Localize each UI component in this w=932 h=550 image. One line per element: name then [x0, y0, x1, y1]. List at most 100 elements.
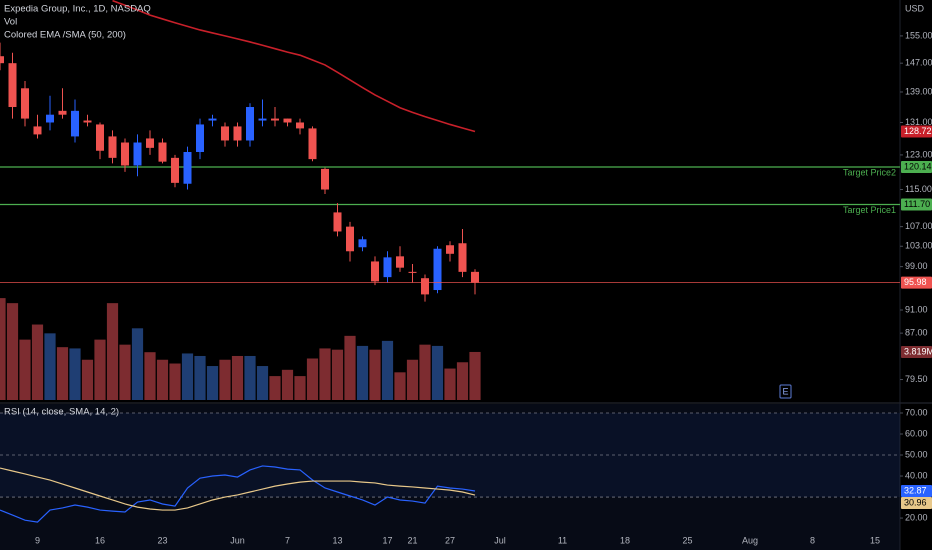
y-tick-label: 91.00: [905, 304, 928, 314]
y-tick-label: 70.00: [905, 407, 928, 417]
candle-body: [158, 142, 167, 162]
candle-body: [196, 124, 204, 152]
volume-bar: [406, 359, 419, 400]
volume-bar: [0, 298, 6, 400]
x-tick-label: 17: [382, 535, 392, 545]
earnings-box[interactable]: [779, 384, 792, 399]
candle-body: [133, 142, 142, 166]
candle-body: [346, 226, 354, 252]
x-tick-label: 16: [95, 535, 105, 545]
volume-bar: [44, 333, 56, 400]
candle-body: [433, 248, 442, 291]
volume-bar: [369, 349, 381, 400]
candle-body: [458, 243, 467, 272]
candle-body: [96, 124, 104, 151]
volume-bar: [444, 368, 456, 400]
candle-body: [358, 239, 367, 248]
candle-body: [71, 110, 79, 137]
volume-bar: [131, 328, 144, 400]
x-tick-label: 27: [445, 535, 455, 545]
x-tick-label: 13: [332, 535, 342, 545]
candle-body: [321, 168, 329, 190]
y-tick-label: 123.00: [905, 149, 932, 159]
candle-body: [46, 114, 54, 123]
volume-bar: [194, 355, 206, 400]
candle-body: [283, 118, 292, 123]
volume-bar: [356, 345, 369, 400]
candle-body: [258, 118, 267, 121]
x-tick-label: 23: [157, 535, 167, 545]
candle-body: [121, 142, 129, 166]
candle-body: [21, 88, 29, 119]
rsi-plot: [0, 412, 900, 523]
volume-bar: [469, 351, 481, 400]
candle-body: [396, 256, 404, 268]
y-tick-label: 50.00: [905, 449, 928, 459]
volume-bar: [219, 359, 231, 400]
candle-body: [246, 107, 254, 141]
candle-body: [296, 122, 304, 129]
volume-bar: [56, 347, 69, 400]
x-tick-label: 25: [682, 535, 692, 545]
indicator-legend: Colored EMA /SMA (50, 200): [4, 30, 126, 41]
volume-bar: [119, 344, 131, 400]
chart-title: Expedia Group, Inc., 1D, NASDAQ: [4, 4, 151, 15]
earnings-marker[interactable]: E: [782, 386, 788, 396]
x-tick-label: 18: [620, 535, 630, 545]
x-tick-label: 15: [870, 535, 880, 545]
target-value-box: [901, 198, 932, 211]
y-tick-label: 40.00: [905, 470, 928, 480]
y-tick-label: 20.00: [905, 512, 928, 522]
x-tick-label: 11: [558, 535, 567, 545]
x-tick-label: 21: [407, 535, 417, 545]
volume-bar: [281, 369, 294, 400]
candle-body: [371, 261, 379, 282]
rsi-pane: [0, 404, 900, 550]
target-value: 111.70: [904, 199, 930, 209]
overlay: 155.00 147.00 139.00 131.00 123.00 115.00 107.…: [35, 30, 932, 545]
volume-bar: [431, 345, 444, 400]
y-tick-label: 87.00: [905, 328, 928, 338]
volume-value-box: [901, 345, 932, 358]
rsi-value-box: [901, 485, 932, 498]
candle-body: [471, 271, 479, 283]
price-value: 95.98: [904, 277, 927, 287]
y-tick-label: 131.00: [905, 117, 932, 127]
target-value-box: [901, 161, 932, 174]
volume-bar: [256, 366, 269, 400]
candle-body: [33, 126, 42, 135]
candle-body: [83, 120, 92, 123]
volume-bar: [181, 353, 194, 400]
rsi-value: 32.87: [904, 485, 927, 495]
x-tick-label: Jul: [494, 535, 506, 545]
volume-bar: [169, 363, 181, 400]
candle-body: [183, 151, 192, 184]
y-tick-label: 103.00: [905, 241, 932, 251]
volume-bar: [31, 324, 44, 400]
volume-bar: [344, 335, 356, 400]
candle-body: [333, 212, 342, 232]
y-tick-label: 60.00: [905, 428, 928, 438]
rsi-value-box: [901, 497, 932, 510]
x-tick-label: 7: [285, 535, 290, 545]
x-tick-label: 8: [810, 535, 815, 545]
volume-bar: [306, 358, 319, 400]
rsi-line: [0, 465, 476, 523]
volume-bar: [294, 376, 306, 400]
target-value: 120.14: [904, 161, 932, 171]
volume-bar: [94, 339, 106, 400]
volume-bar: [144, 352, 156, 400]
candle-body: [308, 128, 317, 160]
volume-bar: [106, 303, 119, 400]
ema-value: 128.72: [904, 126, 932, 136]
candle-body: [0, 56, 4, 64]
volume-bar: [206, 366, 219, 400]
volume-bar: [19, 339, 31, 400]
candle-body: [221, 126, 229, 141]
candle-body: [8, 63, 17, 108]
volume-legend: Vol: [4, 17, 17, 28]
x-tick-label: 9: [35, 535, 40, 545]
rsi-line: [0, 467, 476, 511]
candle-body: [408, 271, 417, 273]
